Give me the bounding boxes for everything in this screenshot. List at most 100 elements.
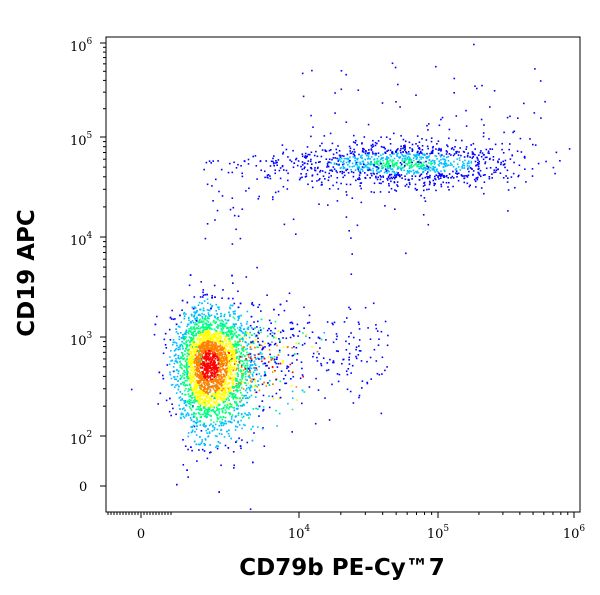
event-dot: [210, 368, 213, 371]
event-dot: [183, 374, 186, 376]
event-dot: [207, 406, 210, 408]
event-dot: [420, 156, 423, 158]
event-dot: [206, 403, 209, 405]
event-dot: [200, 358, 203, 360]
event-dot: [211, 357, 214, 360]
event-dot: [394, 189, 396, 191]
event-dot: [203, 331, 206, 333]
event-dot: [296, 323, 299, 326]
event-dot: [242, 350, 245, 353]
event-dot: [176, 375, 179, 378]
event-dot: [187, 323, 189, 326]
event-dot: [267, 361, 270, 363]
event-dot: [305, 175, 308, 177]
event-dot: [326, 164, 329, 167]
event-dot: [300, 361, 303, 363]
event-dot: [233, 359, 236, 361]
event-dot: [400, 164, 402, 167]
event-dot: [262, 409, 264, 412]
event-dot: [204, 406, 207, 409]
event-dot: [333, 361, 335, 364]
event-dot: [220, 342, 222, 345]
event-dot: [189, 401, 192, 404]
event-dot: [219, 380, 222, 383]
event-dot: [197, 349, 199, 352]
event-dot: [218, 345, 221, 348]
event-dot: [184, 337, 187, 340]
event-dot: [360, 168, 362, 170]
event-dot: [194, 350, 197, 352]
event-dot: [263, 381, 265, 384]
event-dot: [245, 370, 247, 373]
event-dot: [252, 340, 254, 343]
event-dot: [332, 153, 335, 156]
event-dot: [181, 393, 184, 395]
event-dot: [209, 365, 211, 368]
event-dot: [208, 347, 210, 349]
event-dot: [248, 412, 250, 414]
event-dot: [231, 386, 234, 389]
event-dot: [172, 339, 175, 341]
event-dot: [186, 344, 188, 346]
event-dot: [193, 338, 196, 341]
event-dot: [183, 313, 185, 315]
event-dot: [411, 166, 413, 168]
event-dot: [254, 369, 256, 371]
event-dot: [312, 355, 314, 358]
event-dot: [237, 405, 240, 407]
event-dot: [209, 326, 211, 329]
event-dot: [228, 361, 230, 364]
event-dot: [177, 380, 179, 382]
event-dot: [185, 341, 187, 343]
event-dot: [201, 342, 203, 345]
event-dot: [372, 139, 374, 142]
event-dot: [174, 360, 177, 362]
event-dot: [512, 172, 515, 175]
event-dot: [430, 160, 433, 163]
event-dot: [380, 176, 382, 178]
event-dot: [192, 388, 195, 391]
event-dot: [292, 327, 295, 330]
event-dot: [230, 437, 232, 440]
event-dot: [184, 445, 187, 447]
event-dot: [214, 371, 217, 374]
event-dot: [199, 354, 201, 357]
event-dot: [408, 160, 410, 162]
event-dot: [249, 384, 252, 387]
event-dot: [224, 409, 227, 411]
event-dot: [184, 401, 186, 403]
event-dot: [205, 377, 208, 379]
event-dot: [414, 183, 417, 186]
event-dot: [396, 155, 398, 157]
event-dot: [435, 155, 438, 158]
event-dot: [360, 182, 363, 184]
event-dot: [200, 367, 202, 369]
event-dot: [203, 388, 205, 391]
event-dot: [320, 338, 323, 341]
event-dot: [240, 370, 242, 373]
event-dot: [198, 335, 201, 338]
event-dot: [225, 358, 228, 360]
event-dot: [228, 429, 230, 432]
event-dot: [199, 333, 202, 335]
event-dot: [231, 356, 233, 359]
event-dot: [232, 351, 234, 354]
event-dot: [130, 388, 133, 391]
event-dot: [204, 316, 206, 318]
event-dot: [235, 352, 237, 354]
event-dot: [436, 158, 438, 160]
event-dot: [205, 337, 207, 340]
event-dot: [271, 335, 274, 337]
event-dot: [202, 356, 204, 358]
event-dot: [185, 367, 188, 370]
event-dot: [213, 369, 215, 372]
event-dot: [201, 439, 203, 441]
event-dot: [273, 336, 275, 339]
event-dot: [232, 379, 235, 381]
event-dot: [273, 308, 275, 311]
event-dot: [197, 382, 199, 384]
event-dot: [230, 351, 233, 354]
event-dot: [241, 355, 243, 358]
event-dot: [374, 153, 376, 155]
event-dot: [189, 378, 192, 380]
